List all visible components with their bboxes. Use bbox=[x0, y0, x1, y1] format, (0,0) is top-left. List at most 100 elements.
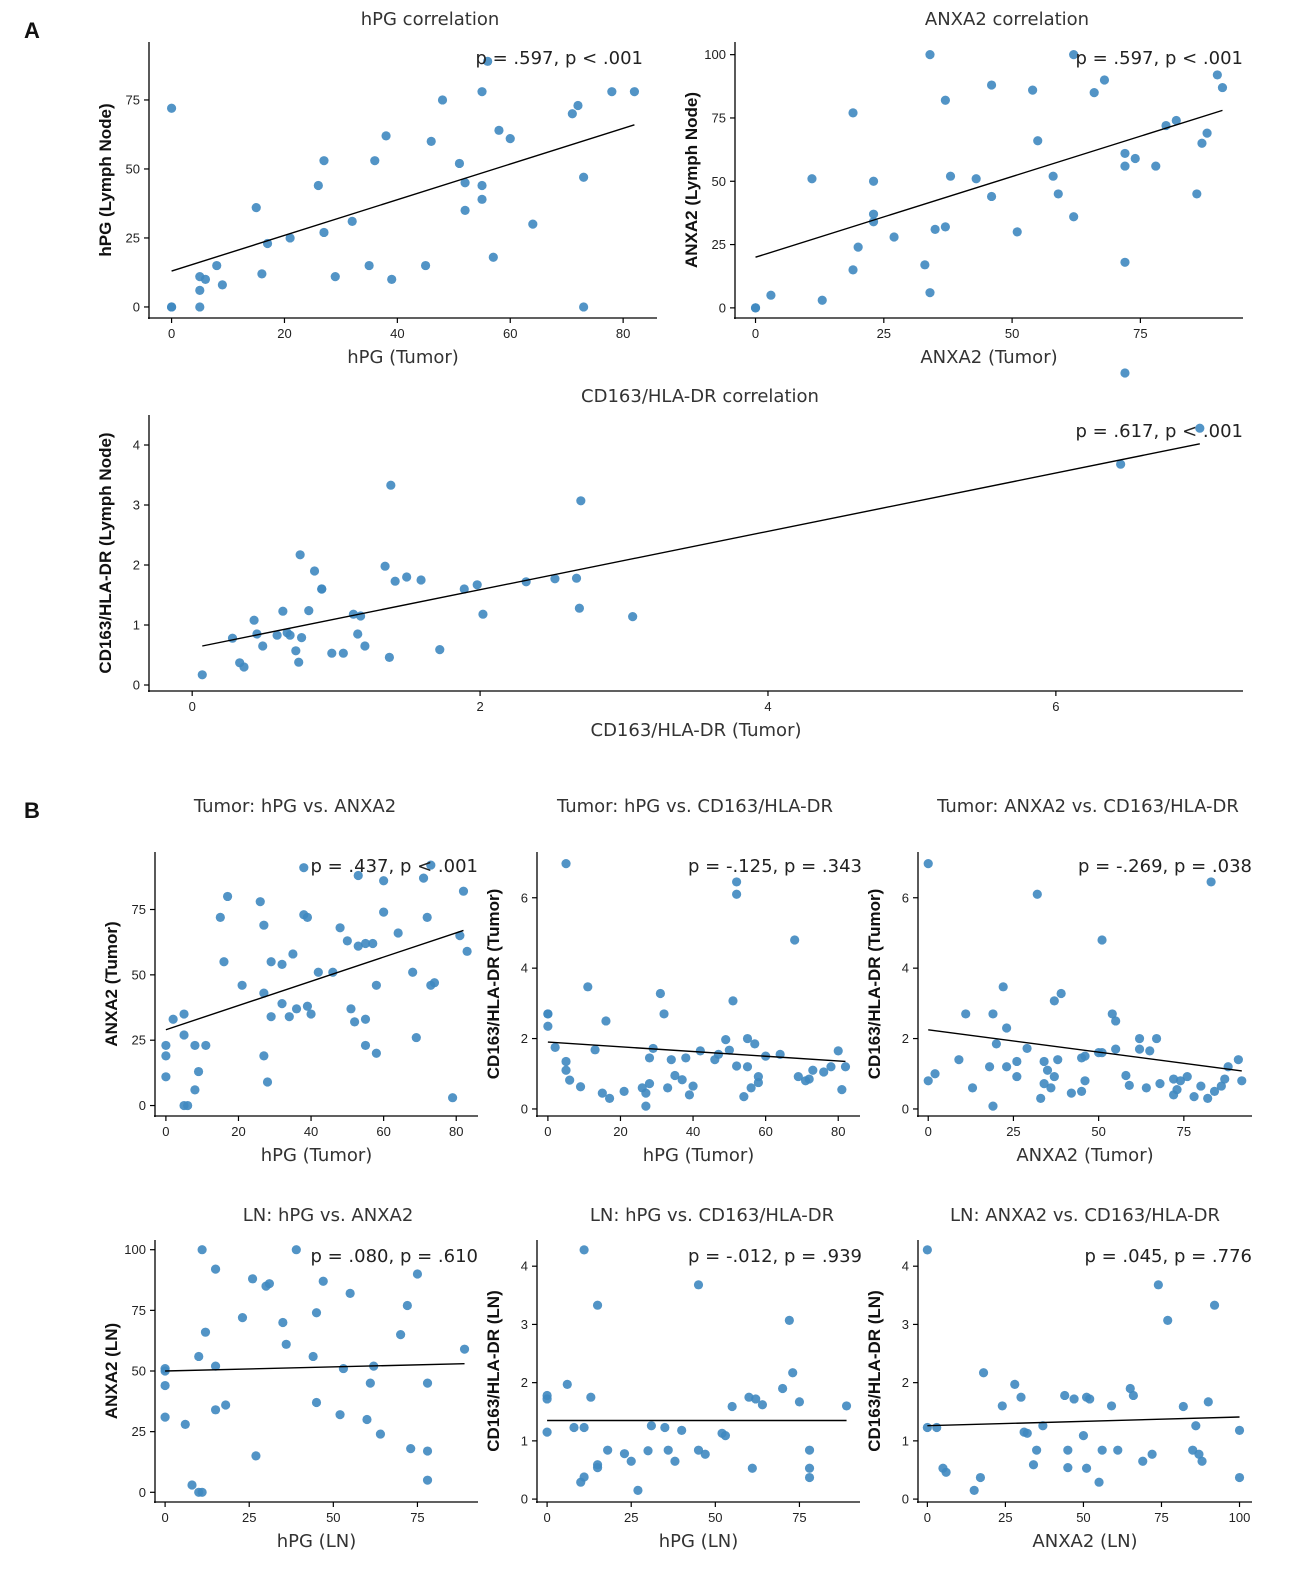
data-point bbox=[848, 108, 858, 118]
data-point bbox=[688, 1081, 698, 1091]
data-point bbox=[190, 1085, 200, 1095]
data-point bbox=[561, 1065, 571, 1075]
x-tick-label: 0 bbox=[168, 326, 175, 341]
data-point bbox=[922, 1245, 932, 1255]
data-point bbox=[460, 178, 470, 188]
x-tick-label: 20 bbox=[231, 1124, 245, 1139]
data-point bbox=[1012, 1071, 1022, 1082]
x-axis-label: ANXA2 (LN) bbox=[1032, 1531, 1137, 1552]
y-tick-label: 75 bbox=[126, 92, 140, 107]
data-point bbox=[1134, 1033, 1145, 1044]
data-point bbox=[747, 1463, 757, 1473]
data-point bbox=[180, 1419, 190, 1429]
data-point bbox=[237, 980, 247, 990]
y-tick-label: 4 bbox=[521, 1259, 528, 1274]
data-point bbox=[1039, 1079, 1049, 1089]
data-point bbox=[550, 1042, 560, 1052]
data-point bbox=[429, 978, 440, 988]
data-point bbox=[1033, 136, 1043, 146]
data-point bbox=[386, 480, 396, 490]
data-point bbox=[252, 629, 262, 639]
data-point bbox=[713, 1049, 724, 1059]
data-point bbox=[923, 1076, 933, 1086]
data-point bbox=[342, 936, 352, 946]
y-tick-label: 0 bbox=[719, 300, 726, 315]
correlation-annotation: p = .045, p = .776 bbox=[1084, 1246, 1252, 1267]
data-point bbox=[766, 290, 776, 300]
data-point bbox=[360, 1014, 371, 1024]
x-tick-label: 75 bbox=[1177, 1124, 1191, 1139]
y-tick-label: 4 bbox=[521, 961, 528, 976]
data-point bbox=[1130, 153, 1140, 164]
data-point bbox=[991, 1039, 1001, 1049]
data-point bbox=[1081, 1463, 1092, 1473]
x-tick-label: 25 bbox=[242, 1510, 256, 1525]
data-point bbox=[562, 1379, 572, 1389]
data-point bbox=[422, 1475, 433, 1485]
data-point bbox=[217, 280, 227, 290]
data-point bbox=[659, 1009, 669, 1019]
y-axis-label: hPG (Lymph Node) bbox=[96, 103, 115, 256]
data-point bbox=[561, 859, 571, 869]
x-axis-label: hPG (Tumor) bbox=[261, 1145, 373, 1166]
correlation-annotation: p = .080, p = .610 bbox=[310, 1246, 478, 1267]
data-point bbox=[381, 131, 391, 141]
data-point bbox=[460, 205, 470, 215]
data-point bbox=[720, 1431, 731, 1441]
data-point bbox=[313, 180, 323, 191]
data-point bbox=[1049, 1071, 1059, 1082]
data-point bbox=[1234, 1472, 1245, 1483]
data-point bbox=[360, 938, 371, 949]
data-point bbox=[804, 1445, 815, 1455]
data-point bbox=[923, 859, 933, 869]
data-point bbox=[837, 1085, 847, 1095]
data-point bbox=[590, 1045, 600, 1055]
data-point bbox=[264, 1279, 274, 1289]
data-point bbox=[542, 1427, 552, 1437]
data-point bbox=[309, 566, 320, 576]
data-point bbox=[826, 1062, 836, 1072]
data-point bbox=[1116, 459, 1126, 469]
data-point bbox=[1022, 1428, 1032, 1438]
x-tick-label: 50 bbox=[1091, 1124, 1105, 1139]
data-point bbox=[750, 303, 761, 313]
regression-line bbox=[171, 124, 635, 272]
chart-b6: LN: ANXA2 vs. CD163/HLA-DR 0 25 50 75 100 0 1 2 3… bbox=[865, 1205, 1252, 1552]
x-axis-label: hPG (Tumor) bbox=[643, 1145, 755, 1166]
x-tick-label: 60 bbox=[758, 1124, 772, 1139]
data-point bbox=[402, 572, 412, 582]
chart-a3: CD163/HLA-DR correlation 0 2 4 6 0 1 2 3 4 CD163/H… bbox=[96, 368, 1243, 741]
data-point bbox=[1056, 988, 1066, 999]
y-axis-label: ANXA2 (LN) bbox=[102, 1323, 121, 1419]
data-point bbox=[1080, 1051, 1090, 1061]
data-point bbox=[160, 1380, 170, 1391]
data-point bbox=[1097, 935, 1107, 945]
x-tick-label: 75 bbox=[792, 1510, 806, 1525]
data-point bbox=[641, 1101, 651, 1111]
data-point bbox=[1036, 1093, 1046, 1103]
data-point bbox=[455, 931, 465, 941]
x-tick-label: 75 bbox=[410, 1510, 424, 1525]
data-point bbox=[732, 877, 742, 887]
data-point bbox=[160, 1412, 170, 1422]
data-point bbox=[788, 1368, 798, 1378]
x-tick-label: 40 bbox=[390, 326, 404, 341]
data-point bbox=[1032, 1445, 1042, 1455]
data-point bbox=[259, 1051, 269, 1061]
y-tick-label: 75 bbox=[712, 110, 726, 125]
data-point bbox=[569, 1422, 579, 1433]
y-tick-label: 0 bbox=[902, 1492, 909, 1507]
x-tick-label: 80 bbox=[616, 326, 630, 341]
data-point bbox=[360, 1040, 371, 1051]
data-point bbox=[1237, 1076, 1247, 1086]
chart-title: Tumor: hPG vs. CD163/HLA-DR bbox=[556, 796, 833, 817]
data-point bbox=[988, 1101, 998, 1111]
x-tick-label: 40 bbox=[304, 1124, 318, 1139]
y-tick-label: 0 bbox=[133, 299, 140, 314]
data-point bbox=[1028, 85, 1038, 95]
data-point bbox=[889, 232, 899, 242]
data-point bbox=[1053, 189, 1063, 199]
data-point bbox=[215, 912, 225, 922]
y-tick-label: 2 bbox=[521, 1375, 528, 1390]
